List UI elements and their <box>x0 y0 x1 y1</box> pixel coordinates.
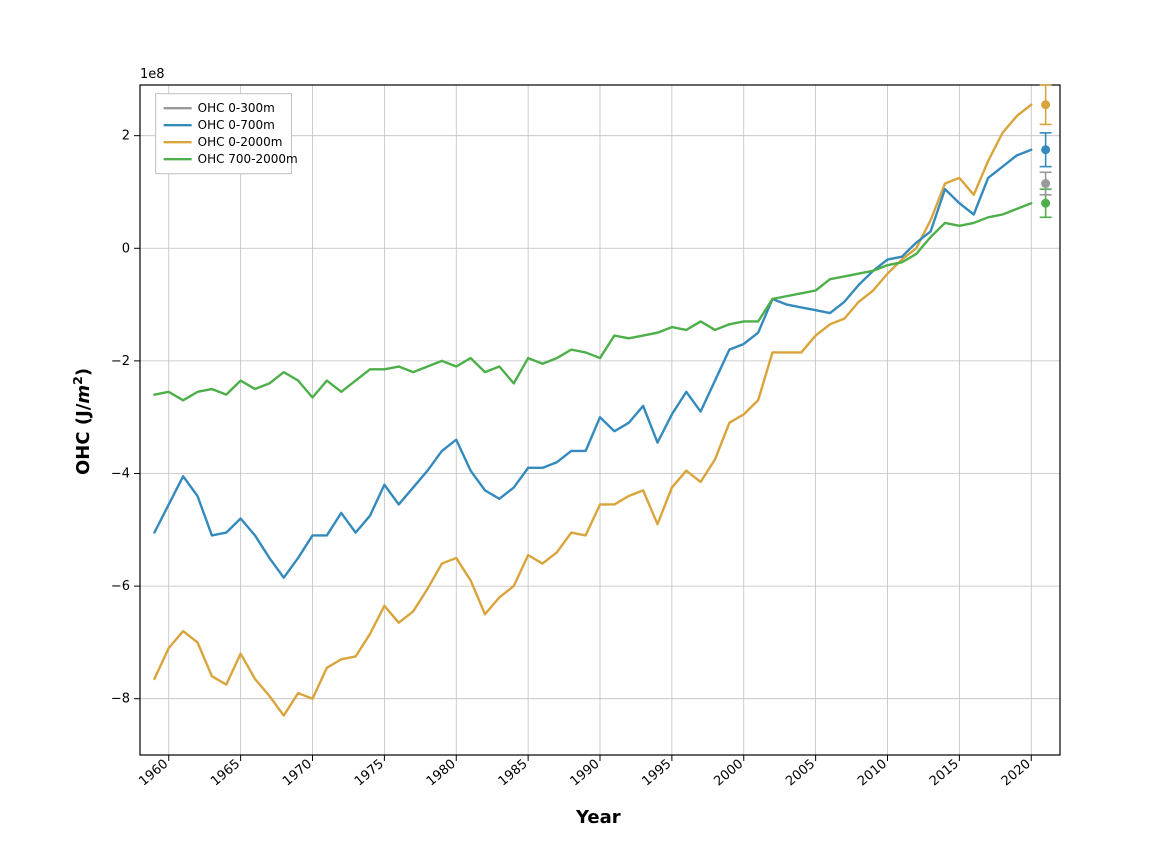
legend-label: OHC 0-700m <box>198 118 275 132</box>
x-tick-label: 1995 <box>639 757 674 790</box>
x-tick-label: 1990 <box>568 757 603 790</box>
x-tick-label: 2000 <box>711 757 746 790</box>
legend-label: OHC 700-2000m <box>198 152 298 166</box>
y-tick-label: −8 <box>111 692 130 707</box>
series-endpoint <box>1041 179 1050 188</box>
legend-label: OHC 0-300m <box>198 101 275 115</box>
y-axis-exponent: 1e8 <box>140 67 165 82</box>
x-tick-label: 2020 <box>999 757 1034 790</box>
series-endpoint <box>1041 100 1050 109</box>
x-tick-label: 2005 <box>783 757 818 790</box>
x-tick-label: 2015 <box>927 757 962 790</box>
ohc-line-chart: 1960 1965 1970 1975 1980 1985 1990 1995 2000 2005… <box>0 0 1170 854</box>
x-tick-label: 2010 <box>855 757 890 790</box>
y-axis-label: OHC (J/m2) <box>70 368 94 475</box>
x-tick-label: 1970 <box>280 757 315 790</box>
y-tick-label: −4 <box>111 466 130 481</box>
chart-container: 1960 1965 1970 1975 1980 1985 1990 1995 2000 2005… <box>0 0 1170 854</box>
series-endpoint <box>1041 145 1050 154</box>
x-tick-label: 1965 <box>208 757 243 790</box>
y-tick-label: 2 <box>122 129 130 144</box>
series-endpoint <box>1041 199 1050 208</box>
chart-legend: OHC 0-300m OHC 0-700m OHC 0-2000m OHC 700-2… <box>156 94 298 174</box>
y-tick-label: −6 <box>111 579 130 594</box>
x-axis-label: Year <box>576 807 621 828</box>
x-tick-label: 1960 <box>136 757 171 790</box>
y-tick-label: −2 <box>111 354 130 369</box>
x-tick-label: 1980 <box>424 757 459 790</box>
x-tick-label: 1975 <box>352 757 387 790</box>
y-tick-label: 0 <box>122 241 130 256</box>
legend-label: OHC 0-2000m <box>198 135 283 149</box>
x-tick-label: 1985 <box>496 757 531 790</box>
